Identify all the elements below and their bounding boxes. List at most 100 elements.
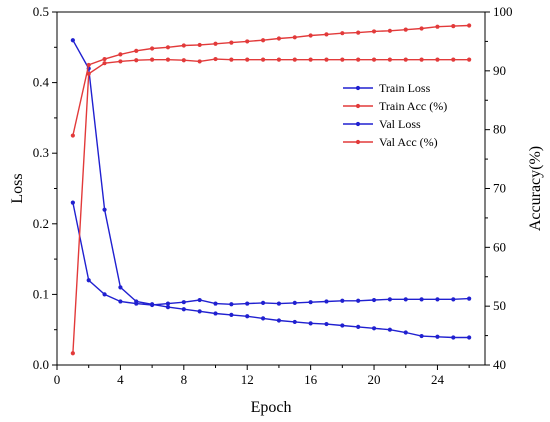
data-point-train-acc (435, 24, 440, 29)
y-right-tick-label: 40 (493, 357, 506, 372)
x-tick-label: 0 (54, 372, 61, 387)
x-tick-label: 8 (181, 372, 188, 387)
data-point-train-acc (324, 32, 329, 37)
y-left-tick-label: 0.1 (33, 286, 49, 301)
y-right-tick-label: 90 (493, 63, 506, 78)
y-left-tick-label: 0.0 (33, 357, 49, 372)
data-point-val-acc (150, 57, 155, 62)
data-point-val-loss (387, 297, 392, 302)
data-point-train-acc (213, 41, 218, 46)
data-point-train-loss (371, 326, 377, 331)
data-point-val-acc (340, 57, 345, 62)
data-point-train-acc (387, 28, 392, 33)
data-point-val-acc (419, 57, 424, 62)
series-line-val-loss (72, 202, 470, 306)
data-point-train-acc (181, 43, 186, 48)
x-tick-label: 12 (241, 372, 254, 387)
data-point-val-loss (276, 301, 282, 306)
data-point-val-acc (387, 57, 392, 62)
data-point-val-loss (324, 299, 329, 304)
data-point-val-loss (86, 278, 91, 283)
data-point-train-acc (419, 26, 424, 31)
legend-marker-train-loss (355, 85, 361, 91)
data-point-train-loss (118, 285, 123, 290)
data-point-val-loss (371, 297, 377, 303)
data-point-val-loss (292, 300, 297, 305)
data-point-train-acc (70, 133, 75, 138)
data-point-val-loss (403, 297, 408, 302)
data-point-val-loss (435, 297, 440, 302)
y-left-tick-label: 0.4 (33, 75, 50, 90)
data-point-val-loss (165, 301, 171, 306)
data-point-train-loss (102, 207, 107, 212)
x-tick-label: 4 (117, 372, 124, 387)
data-point-train-loss (229, 312, 234, 317)
data-point-val-loss (419, 297, 424, 302)
data-point-train-acc (245, 39, 250, 44)
data-point-val-acc (371, 57, 377, 62)
data-point-val-loss (213, 301, 218, 306)
data-point-val-loss (308, 300, 313, 305)
data-point-val-loss (181, 300, 186, 305)
data-point-val-acc (356, 57, 361, 62)
data-point-train-acc (276, 36, 282, 41)
data-point-val-acc (324, 57, 329, 62)
data-point-train-acc (102, 56, 107, 62)
data-point-train-loss (467, 335, 472, 340)
x-tick-label: 20 (368, 372, 381, 387)
data-point-val-acc (403, 57, 408, 62)
data-point-val-acc (292, 57, 297, 62)
series-line-train-loss (72, 39, 470, 339)
data-point-val-acc (197, 59, 202, 64)
data-point-val-loss (134, 301, 139, 306)
data-point-val-acc (134, 58, 139, 63)
data-point-val-loss (340, 298, 345, 303)
data-point-train-acc (150, 46, 155, 51)
y-right-tick-label: 100 (493, 4, 513, 19)
data-point-train-loss (324, 321, 329, 327)
data-point-train-loss (292, 319, 297, 325)
x-tick-label: 16 (304, 372, 318, 387)
y-right-tick-label: 70 (493, 181, 506, 196)
data-point-val-acc (276, 57, 282, 62)
data-point-val-loss (102, 292, 107, 297)
data-point-val-acc (229, 57, 234, 62)
legend-label-train-acc: Train Acc (%) (379, 99, 447, 113)
legend-marker-train-acc (355, 103, 361, 109)
data-point-val-loss (245, 301, 250, 306)
data-point-val-loss (150, 302, 155, 308)
data-point-train-acc (356, 30, 361, 35)
y-right-tick-label: 80 (493, 122, 506, 137)
data-point-val-acc (102, 61, 107, 66)
legend-label-val-loss: Val Loss (379, 117, 421, 131)
data-point-train-acc (308, 33, 313, 38)
data-point-val-acc (165, 57, 171, 62)
y-left-axis-title: Loss (9, 173, 26, 203)
series-line-train-acc (72, 24, 470, 136)
data-point-val-loss (260, 300, 266, 305)
legend-label-train-loss: Train Loss (379, 81, 431, 95)
legend-marker-val-acc (355, 139, 361, 145)
data-point-train-loss (419, 333, 424, 339)
data-point-train-loss (403, 330, 408, 335)
y-left-tick-label: 0.2 (33, 216, 49, 231)
data-point-train-loss (245, 314, 250, 319)
data-point-train-acc (467, 23, 472, 28)
data-point-val-acc (467, 57, 472, 62)
legend-label-val-acc: Val Acc (%) (379, 135, 438, 149)
data-point-train-loss (70, 38, 75, 43)
data-point-val-loss (70, 200, 75, 205)
data-point-train-acc (451, 24, 456, 29)
data-point-train-acc (371, 29, 377, 34)
x-tick-label: 24 (431, 372, 445, 387)
series-layer (70, 23, 472, 356)
data-point-train-loss (213, 311, 218, 316)
data-point-train-loss (451, 335, 456, 340)
data-point-val-loss (356, 298, 361, 303)
data-point-train-acc (340, 31, 345, 36)
data-point-val-acc (435, 57, 440, 62)
data-point-train-acc (403, 27, 408, 32)
axes-layer: 0 4 8 12 16 20 24 0.0 0.1 0.2 0.3 0.4 0.5 40 50 60 70 80 9… (9, 4, 544, 416)
data-point-val-acc (308, 57, 313, 62)
